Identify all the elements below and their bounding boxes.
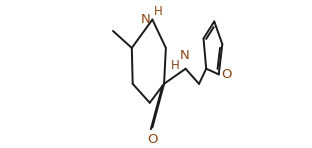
Text: O: O [147, 133, 158, 146]
Text: N: N [141, 13, 151, 26]
Text: H: H [154, 5, 163, 18]
Text: H: H [171, 59, 180, 72]
Text: O: O [221, 68, 231, 81]
Text: N: N [180, 49, 189, 62]
